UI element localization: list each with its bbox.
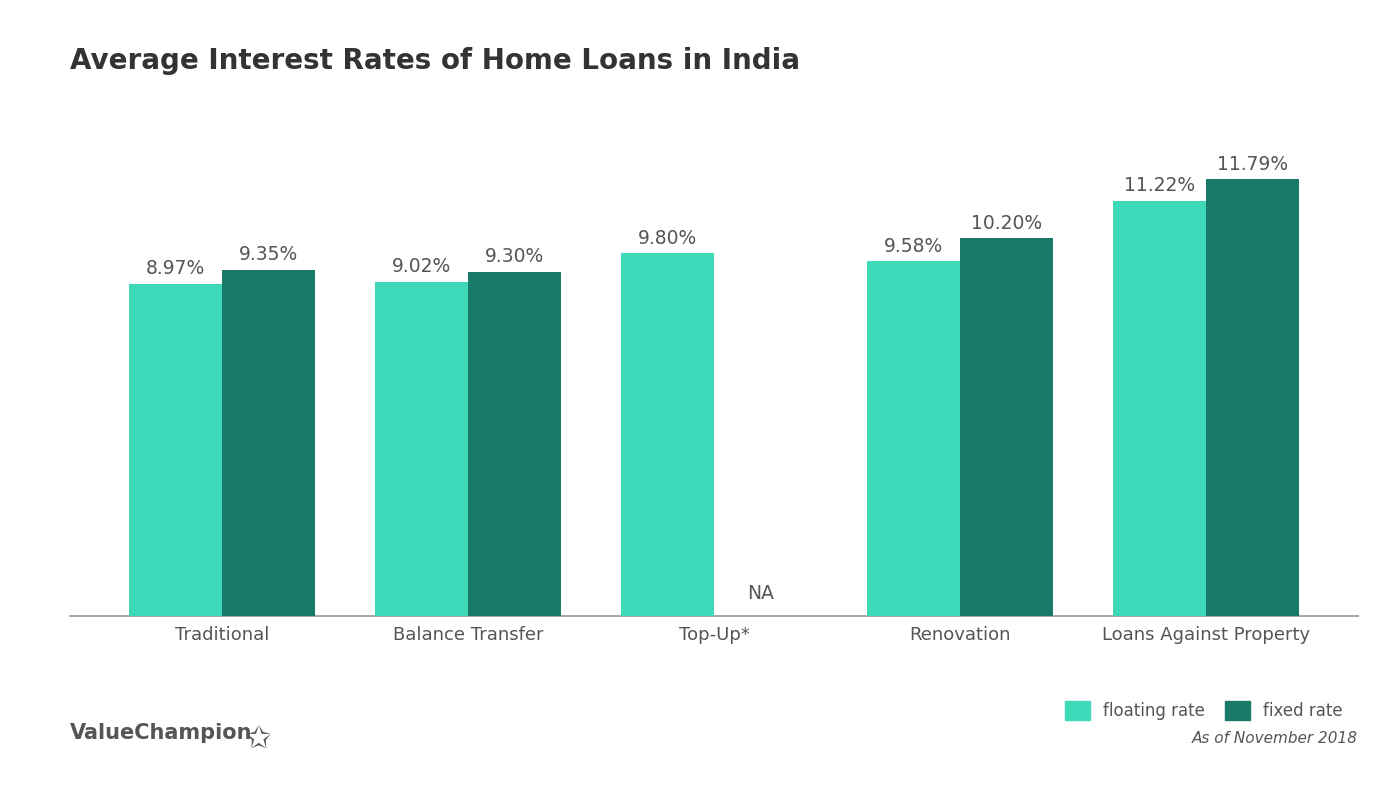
Text: 8.97%: 8.97% [146,259,204,278]
Text: 9.02%: 9.02% [392,258,451,276]
Text: 9.35%: 9.35% [239,245,298,264]
Text: ✩: ✩ [245,724,270,754]
Text: 9.80%: 9.80% [637,228,697,247]
Text: ValueChampion: ValueChampion [70,723,252,743]
Text: As of November 2018: As of November 2018 [1191,731,1358,746]
Text: NA: NA [748,585,774,604]
Text: 9.30%: 9.30% [486,247,545,266]
Bar [129,284,223,616]
Text: 10.20%: 10.20% [972,214,1042,233]
Text: 9.58%: 9.58% [883,237,942,256]
Text: Average Interest Rates of Home Loans in India: Average Interest Rates of Home Loans in … [70,47,799,75]
Bar [960,239,1053,616]
Bar [1205,179,1299,616]
Text: 11.22%: 11.22% [1124,176,1194,195]
Text: 11.79%: 11.79% [1217,155,1288,174]
Bar [468,272,561,616]
Bar [620,253,714,616]
Bar [867,261,960,616]
Bar [375,282,468,616]
Bar [223,270,315,616]
Bar [1113,201,1205,616]
Legend: floating rate, fixed rate: floating rate, fixed rate [1058,694,1350,727]
